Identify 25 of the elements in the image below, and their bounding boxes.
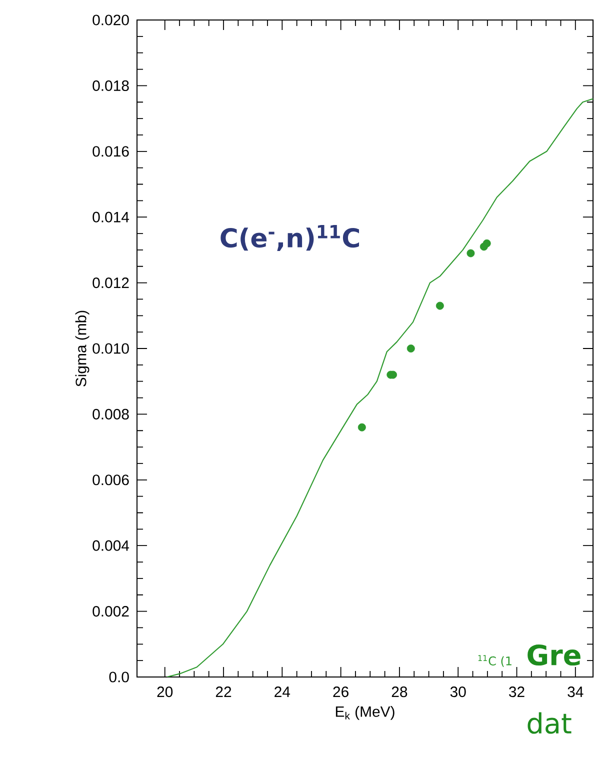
x-tick-label: 34 — [568, 686, 584, 698]
y-tick-label: 0.002 — [92, 606, 129, 617]
y-axis-title: Sigma (mb) — [75, 310, 90, 386]
y-tick-label: 0.008 — [92, 408, 129, 420]
x-tick-label: 30 — [450, 686, 466, 698]
x-tick-label: 24 — [274, 686, 290, 697]
annotation: Gre — [528, 644, 580, 666]
y-tick-label: 0.0 — [109, 672, 129, 682]
annotation: C(e$^{-}$,n)$^{11}$C — [220, 225, 359, 251]
y-tick-label: 0.016 — [92, 146, 129, 157]
y-tick-label: 0.010 — [92, 343, 129, 354]
text: dat — [528, 712, 572, 734]
y-tick-label: 0.012 — [92, 278, 129, 288]
x-tick-label: 32 — [509, 686, 524, 698]
y-tick-label: 0.006 — [92, 474, 129, 486]
x-tick-label: 22 — [216, 686, 232, 697]
x-axis-title: E$_{k}$ (MeV) — [336, 706, 394, 720]
annotation: $^{11}$C (1 — [478, 655, 512, 667]
x-tick-label: 28 — [392, 686, 408, 698]
y-tick-label: 0.020 — [92, 14, 129, 26]
y-tick-label: 0.004 — [92, 540, 130, 551]
y-tick-label: 0.014 — [92, 212, 130, 222]
x-tick-label: 26 — [333, 686, 348, 698]
x-tick-label: 20 — [157, 686, 173, 698]
y-tick-label: 0.018 — [92, 80, 129, 91]
